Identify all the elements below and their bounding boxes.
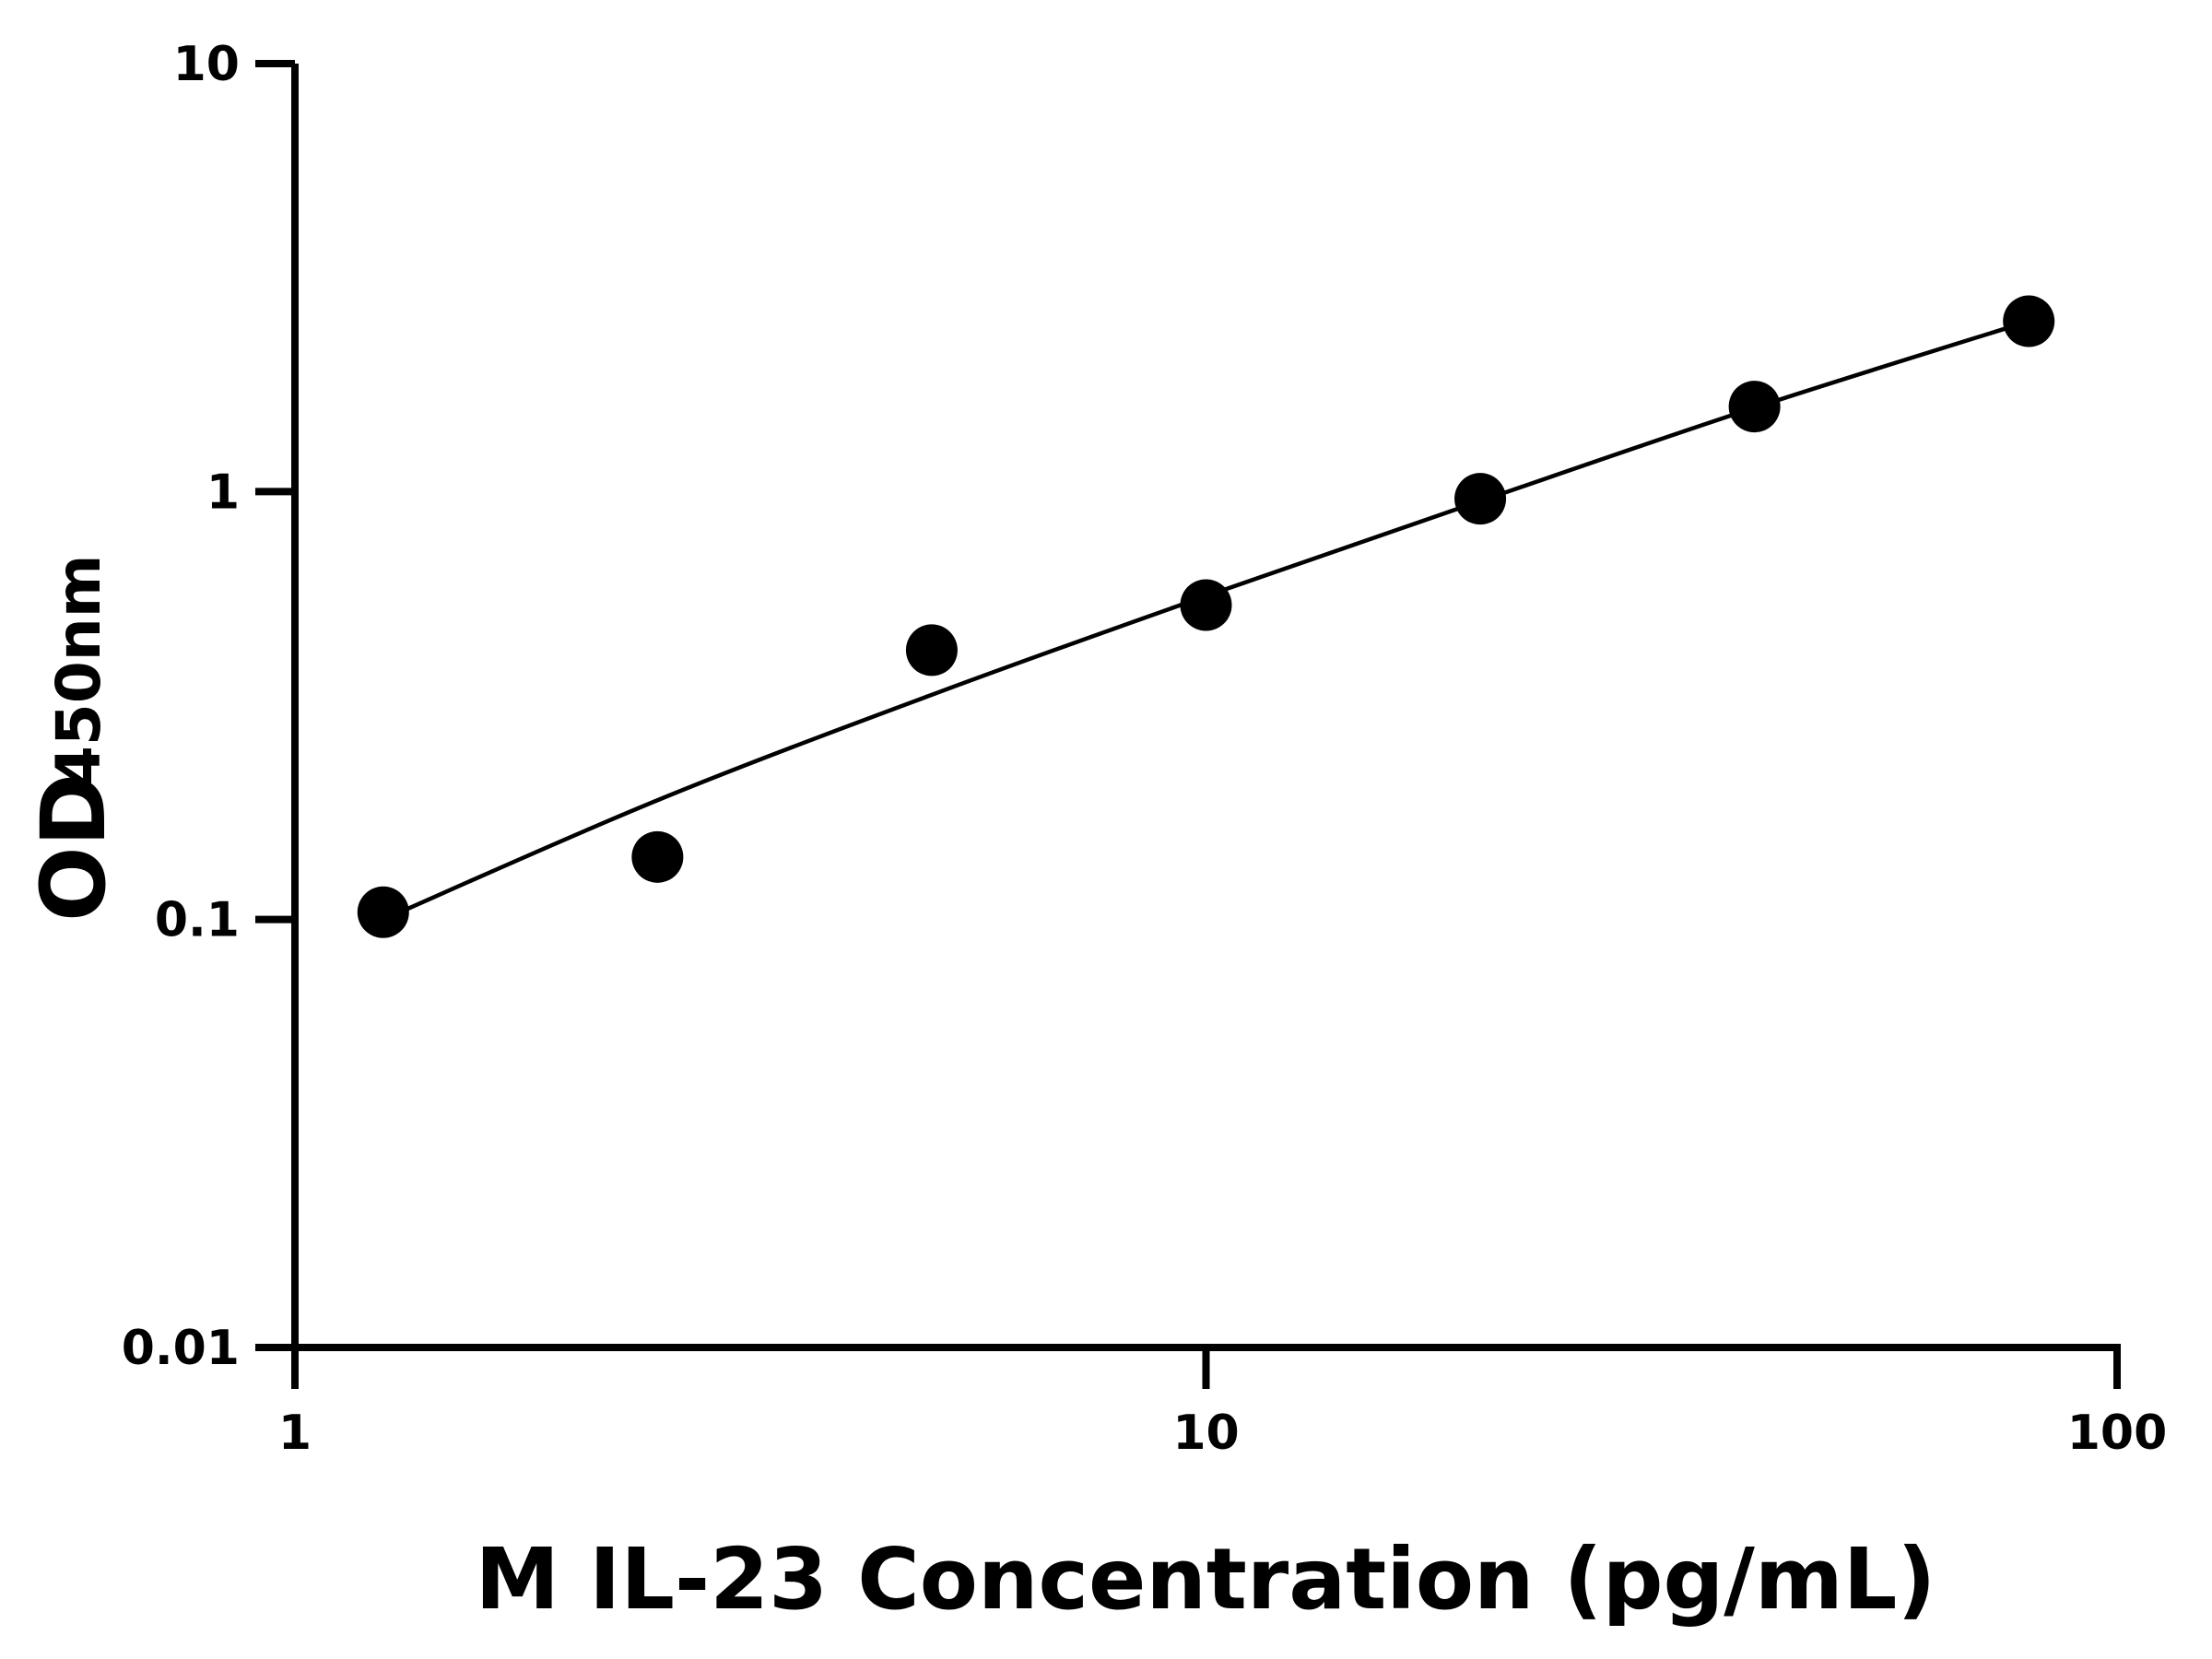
tick-labels: 1 10 100 0.01 0.1 1 10 [122, 37, 2168, 1461]
y-tick-label: 10 [173, 37, 240, 92]
y-axis-label: OD 450nm [22, 554, 125, 922]
data-point [905, 624, 958, 677]
x-axis-label: M IL-23 Concentration (pg/mL) [476, 1530, 1936, 1629]
x-tick-label: 1 [278, 1406, 312, 1461]
data-point [1180, 579, 1232, 631]
y-axis-label-subscript: 450nm [43, 554, 114, 788]
data-point [1728, 381, 1781, 433]
y-axis-label-main: OD [22, 773, 125, 922]
y-tick-label: 1 [206, 465, 240, 520]
data-points [357, 295, 2055, 938]
y-tick-label: 0.01 [122, 1321, 240, 1376]
x-tick-label: 100 [2067, 1406, 2168, 1461]
data-point [357, 886, 409, 938]
x-tick-label: 10 [1172, 1406, 1239, 1461]
axes [255, 60, 2121, 1389]
y-tick-label: 0.1 [155, 893, 240, 948]
data-point [2003, 295, 2055, 347]
data-point [631, 830, 684, 883]
data-point [1454, 473, 1507, 525]
